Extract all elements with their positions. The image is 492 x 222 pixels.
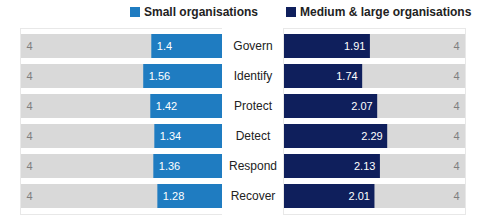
svg-text:1.74: 1.74 [336,70,357,82]
svg-text:4: 4 [27,40,33,52]
svg-text:4: 4 [27,70,33,82]
svg-text:Respond: Respond [229,159,277,173]
svg-text:Recover: Recover [231,189,276,203]
svg-text:4: 4 [453,190,459,202]
svg-text:Govern: Govern [233,39,272,53]
svg-text:2.13: 2.13 [354,160,375,172]
svg-text:2.01: 2.01 [349,190,370,202]
svg-text:4: 4 [27,160,33,172]
svg-text:1.56: 1.56 [149,70,170,82]
svg-text:Detect: Detect [236,129,271,143]
svg-text:4: 4 [27,190,33,202]
svg-text:1.42: 1.42 [156,100,177,112]
svg-text:1.34: 1.34 [160,130,181,142]
svg-text:Protect: Protect [234,99,273,113]
svg-text:2.29: 2.29 [361,130,382,142]
svg-text:1.91: 1.91 [344,40,365,52]
svg-text:4: 4 [27,130,33,142]
svg-text:Identify: Identify [234,69,273,83]
html-text:Medium & large organisations: Medium & large organisations [300,5,472,19]
svg-text:1.36: 1.36 [159,160,180,172]
svg-text:4: 4 [453,70,459,82]
svg-text:1.4: 1.4 [157,40,172,52]
svg-text:1.28: 1.28 [163,190,184,202]
svg-text:4: 4 [453,100,459,112]
svg-text:4: 4 [453,160,459,172]
svg-text:4: 4 [27,100,33,112]
svg-text:4: 4 [453,40,459,52]
svg-text:2.07: 2.07 [351,100,372,112]
svg-text:4: 4 [453,130,459,142]
html-text:Small organisations: Small organisations [144,5,258,19]
